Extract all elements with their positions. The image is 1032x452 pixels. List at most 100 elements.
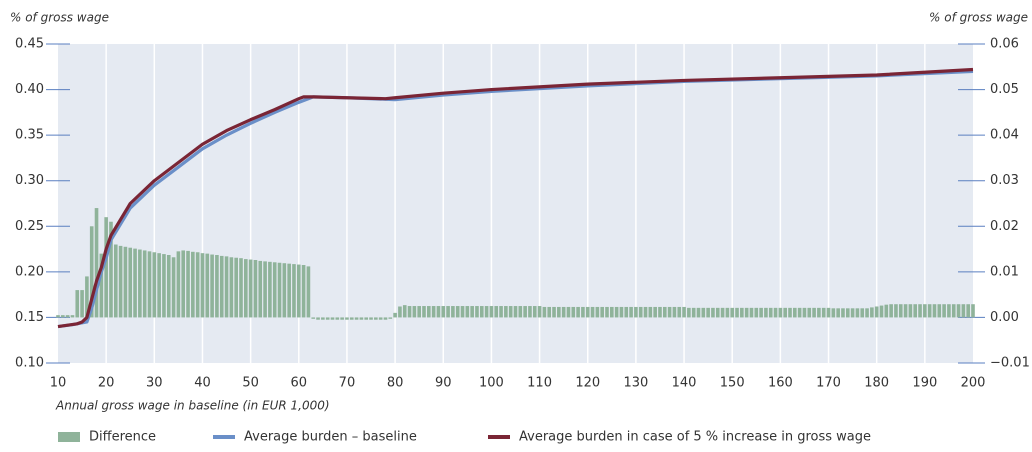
bar <box>402 305 407 318</box>
bar <box>908 304 913 318</box>
y2-tick-label: 0.00 <box>990 310 1019 325</box>
bar <box>817 307 821 318</box>
x-tick-label: 80 <box>387 376 404 391</box>
bar <box>764 307 768 318</box>
bar <box>374 317 378 320</box>
y-tick-label: 0.45 <box>15 37 44 52</box>
bar <box>605 306 609 318</box>
bar <box>65 315 70 318</box>
bar <box>176 251 181 318</box>
bar <box>942 304 946 318</box>
bar <box>80 290 84 318</box>
x-tick-label: 50 <box>242 376 259 391</box>
bar <box>296 264 301 318</box>
bar <box>494 306 499 318</box>
bar <box>85 276 89 318</box>
legend-label: Average burden in case of 5 % increase i… <box>519 430 871 445</box>
bar <box>927 304 932 318</box>
bar <box>807 307 812 318</box>
bar <box>735 307 739 318</box>
bar <box>783 307 787 318</box>
bar <box>547 306 552 318</box>
bar <box>325 317 330 320</box>
bar <box>557 306 561 318</box>
bar <box>388 317 393 319</box>
x-tick-label: 130 <box>623 376 648 391</box>
bar <box>778 307 783 318</box>
bar <box>638 306 643 318</box>
bar <box>253 260 258 318</box>
bar <box>268 261 272 318</box>
bar <box>845 308 850 318</box>
bar <box>431 306 436 318</box>
bar <box>479 306 484 318</box>
x-tick-label: 100 <box>479 376 504 391</box>
bar <box>725 307 730 318</box>
bar <box>219 255 224 318</box>
bar <box>903 304 908 318</box>
bar <box>600 306 604 318</box>
bar <box>561 306 566 318</box>
x-tick-label: 70 <box>339 376 356 391</box>
bar <box>239 258 243 318</box>
bar <box>619 306 624 318</box>
bar <box>234 257 238 318</box>
bar <box>793 307 797 318</box>
bar <box>147 251 152 318</box>
bar <box>446 306 450 318</box>
bar <box>788 307 792 318</box>
bar <box>369 317 373 320</box>
y2-tick-label: 0.02 <box>990 219 1019 234</box>
x-tick-label: 150 <box>720 376 745 391</box>
bar <box>691 307 696 318</box>
bar <box>759 307 763 318</box>
bar <box>330 317 335 320</box>
bar <box>711 307 715 318</box>
bar <box>662 306 667 318</box>
bar <box>128 247 133 318</box>
bar <box>75 290 80 318</box>
bar <box>585 306 590 318</box>
bar <box>730 307 735 318</box>
bar <box>484 306 489 318</box>
x-tick-label: 30 <box>146 376 163 391</box>
bar <box>138 249 142 318</box>
y-tick-label: 0.30 <box>15 173 44 188</box>
bar <box>706 307 710 318</box>
bar <box>364 317 369 320</box>
bar <box>918 304 922 318</box>
bar <box>937 304 942 318</box>
bar <box>749 307 754 318</box>
bar <box>884 304 889 318</box>
bar <box>465 306 470 318</box>
bar <box>504 306 508 318</box>
bar <box>210 254 214 318</box>
y2-tick-label: 0.05 <box>990 82 1019 97</box>
bar <box>205 253 210 318</box>
bar <box>383 317 388 320</box>
bar <box>648 306 653 318</box>
bar <box>152 252 157 318</box>
x-tick-label: 20 <box>98 376 115 391</box>
y2-tick-label: 0.04 <box>990 128 1019 143</box>
bar <box>354 317 359 320</box>
y-tick-label: 0.35 <box>15 128 44 143</box>
bar <box>215 254 219 318</box>
bar <box>427 306 431 318</box>
bar <box>311 317 316 319</box>
bar <box>913 304 918 318</box>
bar <box>624 306 629 318</box>
bar <box>422 306 426 318</box>
bar <box>898 304 903 318</box>
bar <box>142 250 147 318</box>
bar <box>412 306 417 318</box>
x-tick-label: 180 <box>864 376 889 391</box>
bar <box>359 317 364 320</box>
bar <box>740 307 744 318</box>
bar <box>932 304 937 318</box>
bar <box>879 305 884 318</box>
bar <box>566 306 571 318</box>
bar <box>321 317 325 320</box>
bar <box>451 306 455 318</box>
bar <box>301 265 306 318</box>
